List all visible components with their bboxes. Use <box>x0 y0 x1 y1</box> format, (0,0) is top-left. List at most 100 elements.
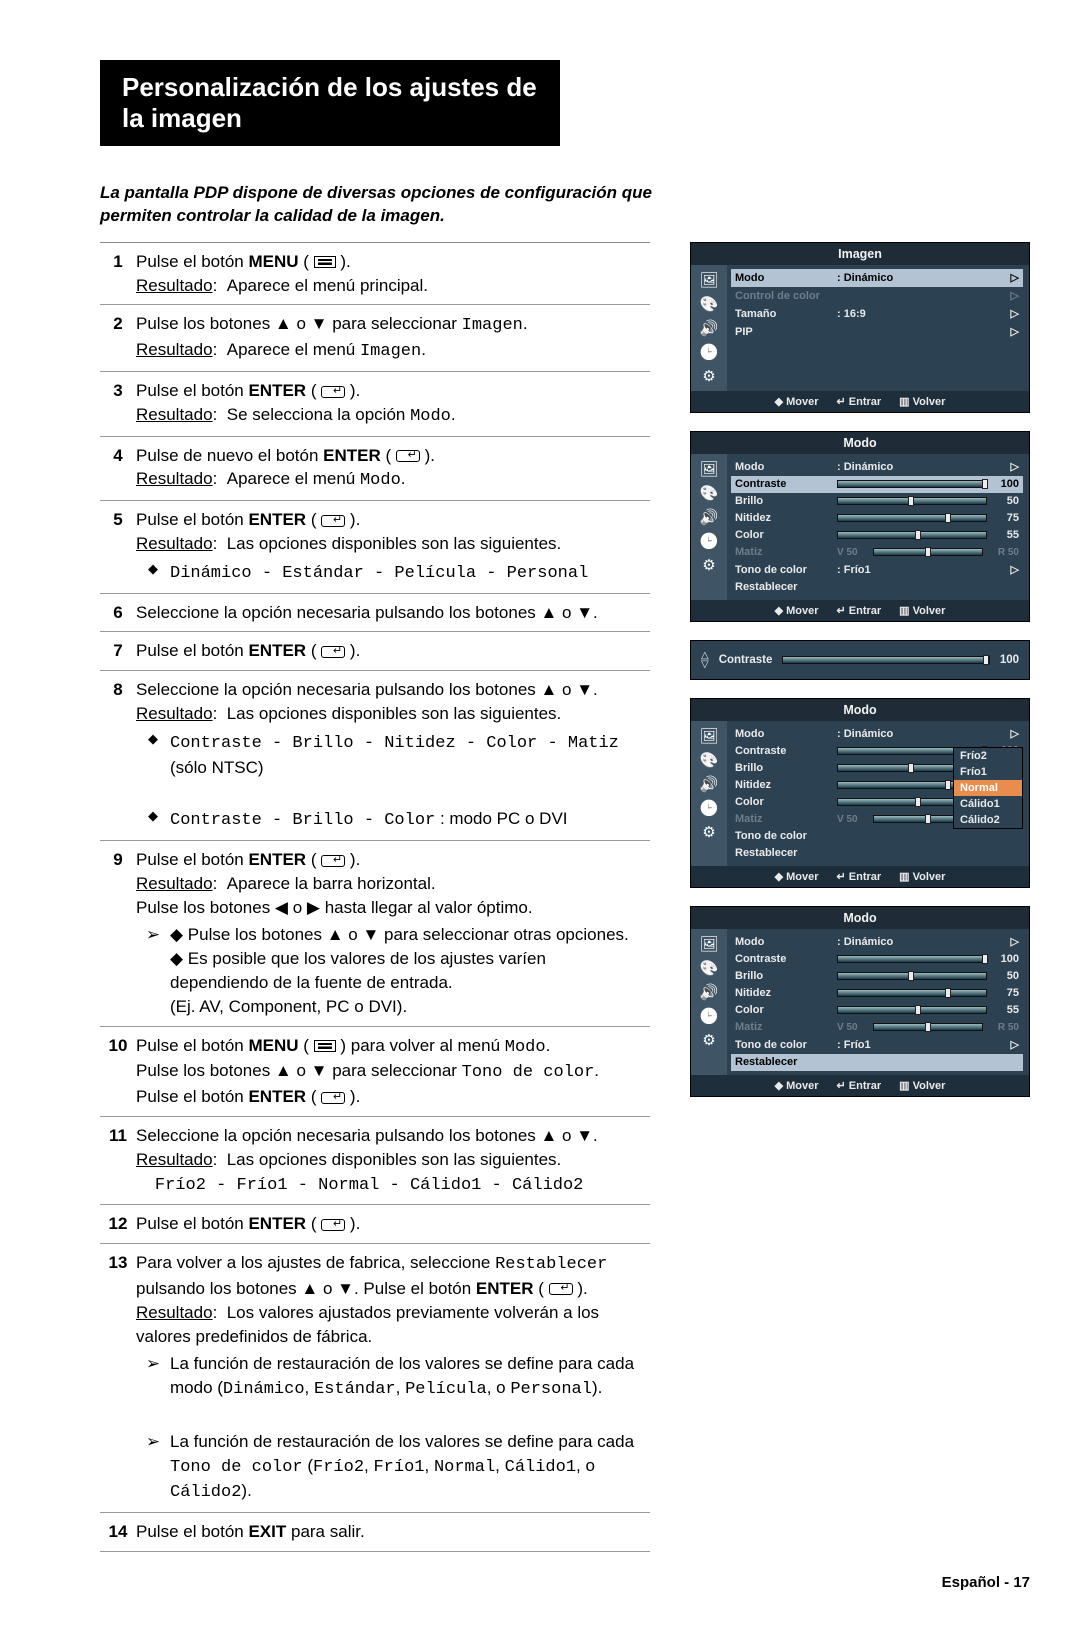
osd-row-value: : Dinámico <box>837 461 1001 473</box>
osd-dropdown-row: Frío2 <box>954 748 1022 764</box>
osd-row-label: Restablecer <box>735 847 831 859</box>
osd-row-value: : Dinámico <box>837 272 1001 284</box>
osd-row-label: Restablecer <box>735 581 831 593</box>
osd-row: Restablecer <box>731 845 1023 862</box>
osd-row: Brillo50 <box>731 493 1023 510</box>
step-number: 10 <box>100 1034 136 1109</box>
osd-row-value: : Dinámico <box>837 728 1001 740</box>
step-body: Pulse el botón ENTER ( ). <box>136 639 650 663</box>
osd-row-arrow: ▷ <box>1007 727 1019 740</box>
osd-row: Contraste100 <box>731 476 1023 493</box>
step-number: 12 <box>100 1212 136 1236</box>
step-body: Pulse los botones ▲ o ▼ para seleccionar… <box>136 312 650 364</box>
osd-icon: 🕒 <box>700 532 719 550</box>
osd-body: 🖼🎨🔊🕒⚙ Modo: Dinámico▷Contraste100Brillo5… <box>691 929 1029 1075</box>
osd-row-label: Tono de color <box>735 564 831 576</box>
osd-rows: Modo: Dinámico▷Control de color▷Tamaño: … <box>727 265 1029 391</box>
osd-row-label: PIP <box>735 326 831 338</box>
page-title: Personalización de los ajustes de la ima… <box>100 60 560 146</box>
step: 2Pulse los botones ▲ o ▼ para selecciona… <box>100 305 650 372</box>
osd-icon: ⚙ <box>702 1031 715 1049</box>
osd-icon: 🔊 <box>700 508 719 526</box>
osd-slider-value: 55 <box>993 1004 1019 1016</box>
osd-row: Tono de color: Frío1▷ <box>731 1036 1023 1054</box>
osd-row: Tono de color: Frío1▷ <box>731 561 1023 579</box>
osd-rows: Modo: Dinámico▷Contraste100Brillo50Nitid… <box>727 721 1029 866</box>
osd-slider <box>837 497 987 505</box>
osd-icon: 🕒 <box>700 799 719 817</box>
osd-bar-value: 100 <box>1000 654 1019 666</box>
step-number: 2 <box>100 312 136 364</box>
osd-icon-strip: 🖼🎨🔊🕒⚙ <box>691 454 727 600</box>
step: 4Pulse de nuevo el botón ENTER ( ).Resul… <box>100 437 650 502</box>
osd-icon: 🖼 <box>699 935 718 953</box>
osd-icon: ⚙ <box>702 367 715 385</box>
main-columns: 1Pulse el botón MENU ( ).Resultado: Apar… <box>100 242 1030 1552</box>
step-body: Pulse el botón ENTER ( ).Resultado: Se s… <box>136 379 650 429</box>
osd-row-label: Modo <box>735 272 831 284</box>
osd-slider <box>837 514 987 522</box>
osd-slider <box>837 972 987 980</box>
osd-row: Modo: Dinámico▷ <box>731 933 1023 951</box>
osd-icon-strip: 🖼🎨🔊🕒⚙ <box>691 929 727 1075</box>
step-body: Pulse el botón MENU ( ) para volver al m… <box>136 1034 650 1109</box>
step: 10Pulse el botón MENU ( ) para volver al… <box>100 1027 650 1117</box>
osd-row-value: : Frío1 <box>837 1039 1001 1051</box>
osd-row: Modo : Dinámico ▷ <box>731 725 1023 743</box>
osd-icon: 🖼 <box>699 727 718 745</box>
osd-icon: 🕒 <box>700 343 719 361</box>
osd-row: Nitidez75 <box>731 985 1023 1002</box>
osd-foot: ◆ Mover ↵ Entrar ▥ Volver <box>691 866 1029 887</box>
osd-row-label: Color <box>735 1004 831 1016</box>
osd-row-arrow: ▷ <box>1007 935 1019 948</box>
osd-rows: Modo: Dinámico▷Contraste100Brillo50Nitid… <box>727 929 1029 1075</box>
foot-entrar: ↵ Entrar <box>836 604 881 617</box>
step: 12Pulse el botón ENTER ( ). <box>100 1205 650 1244</box>
osd-row: Contraste100 <box>731 951 1023 968</box>
step-number: 8 <box>100 678 136 833</box>
step: 7Pulse el botón ENTER ( ). <box>100 632 650 671</box>
osd-slider <box>837 1006 987 1014</box>
foot-entrar: ↵ Entrar <box>836 1079 881 1092</box>
osd-row: Modo : Dinámico ▷ <box>731 458 1023 476</box>
osd-row: Tono de color <box>731 828 1023 845</box>
osd-slider <box>837 531 987 539</box>
osd-row-label: Nitidez <box>735 987 831 999</box>
osd-icon: 🎨 <box>700 295 719 313</box>
osd-row-value: : Dinámico <box>837 936 1001 948</box>
osd-title: Modo <box>691 432 1029 454</box>
osd-icon: 🖼 <box>699 460 718 478</box>
osd-row-arrow: ▷ <box>1007 460 1019 473</box>
osd-row-label: Modo <box>735 728 831 740</box>
osd-menu: Modo 🖼🎨🔊🕒⚙ Modo: Dinámico▷Contraste100Br… <box>690 431 1030 622</box>
osd-slider-value: 50 <box>993 970 1019 982</box>
osd-body: 🖼🎨🔊🕒⚙ Modo: Dinámico▷Control de color▷Ta… <box>691 265 1029 391</box>
osd-row: Restablecer <box>731 1054 1023 1071</box>
osd-row-arrow: ▷ <box>1007 325 1019 338</box>
osd-row-label: Modo <box>735 461 831 473</box>
osd-row-arrow: ▷ <box>1007 307 1019 320</box>
foot-mover: ◆ Mover <box>775 1079 819 1092</box>
osd-title: Modo <box>691 699 1029 721</box>
osd-menu: Modo 🖼🎨🔊🕒⚙ Modo: Dinámico▷Contraste100Br… <box>690 698 1030 888</box>
osd-body: 🖼🎨🔊🕒⚙ Modo: Dinámico▷Contraste100Brillo5… <box>691 721 1029 866</box>
step-body: Pulse el botón ENTER ( ).Resultado: Apar… <box>136 848 650 1019</box>
osd-bar-label: Contraste <box>719 654 773 666</box>
step-number: 7 <box>100 639 136 663</box>
osd-row-label: Tono de color <box>735 1039 831 1051</box>
osd-icon: 🔊 <box>700 983 719 1001</box>
osd-icon-strip: 🖼🎨🔊🕒⚙ <box>691 265 727 391</box>
osd-body: 🖼🎨🔊🕒⚙ Modo: Dinámico▷Contraste100Brillo5… <box>691 454 1029 600</box>
intro-text: La pantalla PDP dispone de diversas opci… <box>100 182 660 228</box>
foot-entrar: ↵ Entrar <box>836 870 881 883</box>
osd-row-label: Tamaño <box>735 308 831 320</box>
osd-row-label: Matiz <box>735 546 831 558</box>
osd-row-arrow: ▷ <box>1007 289 1019 302</box>
foot-volver: ▥ Volver <box>899 395 945 408</box>
osd-title: Modo <box>691 907 1029 929</box>
updown-icon: △▽ <box>701 651 709 669</box>
osd-row: Modo: Dinámico▷ <box>731 269 1023 287</box>
foot-volver: ▥ Volver <box>899 1079 945 1092</box>
step-body: Pulse el botón ENTER ( ). <box>136 1212 650 1236</box>
osd-icon: 🔊 <box>700 319 719 337</box>
